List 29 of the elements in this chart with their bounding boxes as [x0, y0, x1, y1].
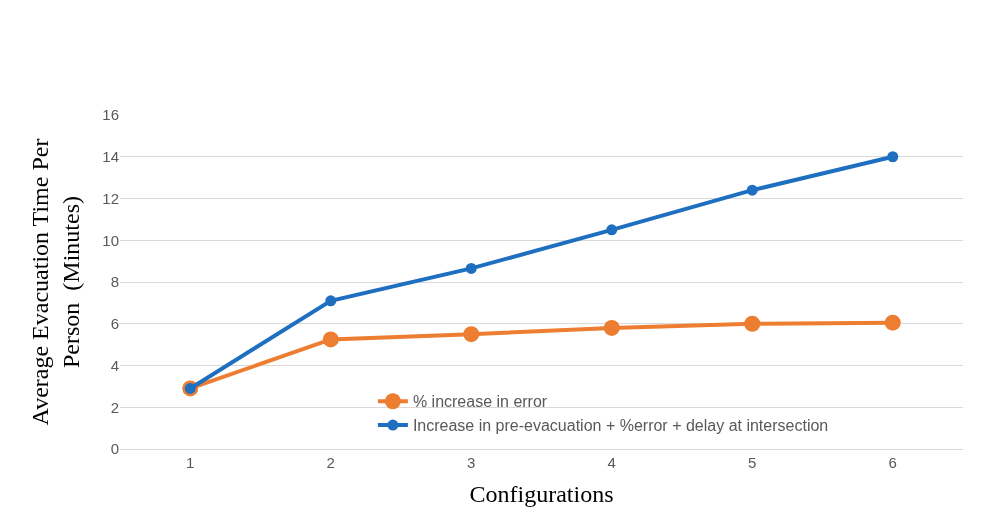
point: [884, 314, 901, 331]
y-tick-label: 14: [102, 148, 119, 165]
y-tick-label: 2: [110, 398, 119, 416]
point: [744, 315, 761, 332]
y-tick-label: 10: [102, 231, 119, 249]
y-tick-label: 0: [110, 440, 119, 458]
point: [603, 319, 620, 336]
x-axis-title: Configurations: [469, 481, 614, 508]
y-axis-title: Average Evacuation Time Per Person (Minutes): [27, 138, 85, 426]
x-tick-label: 4: [607, 454, 616, 471]
y-tick-label: 12: [102, 189, 119, 207]
x-tick-label: 6: [888, 454, 897, 471]
point: [606, 224, 618, 236]
point: [322, 331, 339, 348]
point: [465, 262, 477, 274]
y-tick-label: 16: [102, 106, 119, 124]
point: [325, 295, 337, 307]
point: [887, 151, 899, 163]
point: [746, 184, 758, 196]
legend-label: % increase in error: [412, 393, 548, 411]
y-tick-label: 4: [110, 356, 119, 374]
y-tick-label: 8: [110, 273, 119, 291]
x-tick-label: 2: [326, 454, 335, 471]
legend-label: Increase in pre-evacuation + %error + delay at intersection: [412, 417, 829, 435]
x-tick-label: 5: [748, 454, 757, 471]
point: [463, 326, 480, 343]
x-tick-label: 1: [186, 454, 195, 471]
y-tick-label: 6: [110, 315, 119, 332]
x-tick-label: 3: [467, 454, 476, 471]
